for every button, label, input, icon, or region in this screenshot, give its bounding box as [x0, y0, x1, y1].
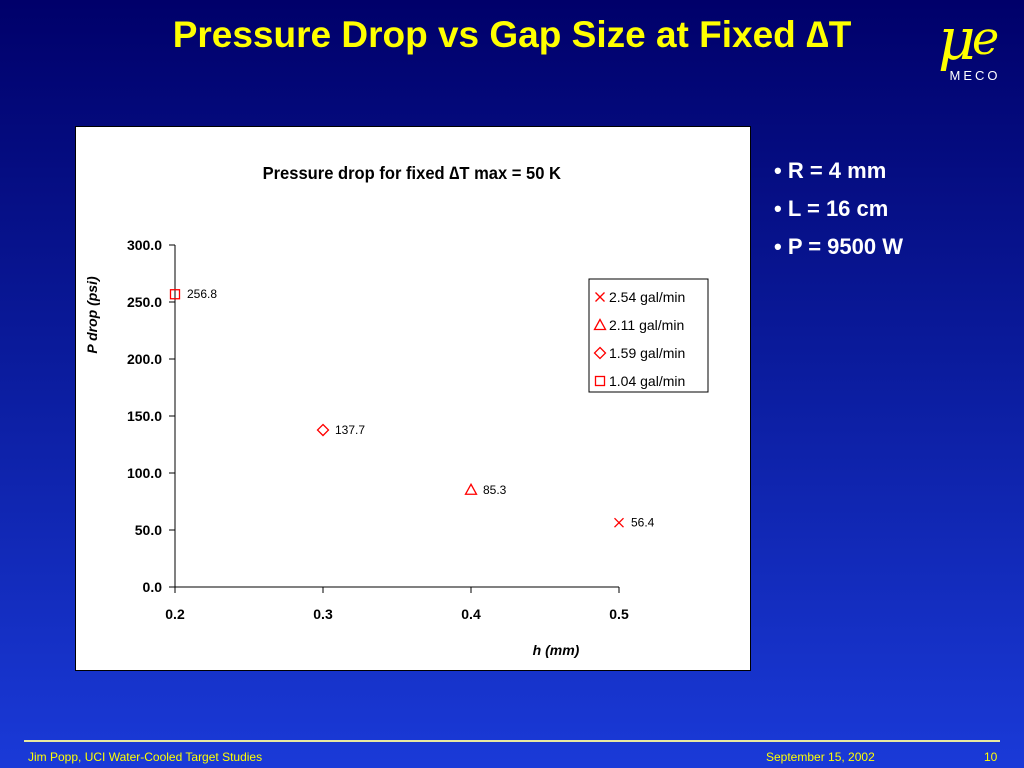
y-tick-label: 150.0 — [127, 408, 162, 424]
y-tick-label: 300.0 — [127, 237, 162, 253]
legend-marker — [594, 375, 606, 387]
x-tick-label: 0.5 — [609, 606, 629, 622]
data-label: 85.3 — [483, 483, 507, 497]
legend-entry: 1.59 gal/min — [609, 345, 685, 361]
data-point — [169, 289, 181, 300]
data-point — [316, 423, 330, 437]
legend-entry: 2.54 gal/min — [609, 289, 685, 305]
y-tick-label: 100.0 — [127, 465, 162, 481]
slide-title: Pressure Drop vs Gap Size at Fixed ∆T — [172, 14, 852, 55]
scatter-chart: Pressure drop for fixed ∆T max = 50 K P … — [84, 162, 709, 658]
footer-author: Jim Popp, UCI Water-Cooled Target Studie… — [28, 750, 263, 764]
bullet-list: R = 4 mm L = 16 cm P = 9500 W — [774, 156, 903, 270]
data-point — [464, 482, 478, 495]
chart-title: Pressure drop for fixed ∆T max = 50 K — [263, 162, 562, 183]
svg-text:μ: μ — [938, 5, 976, 73]
legend-marker — [595, 292, 605, 302]
bullet-item: R = 4 mm — [774, 156, 903, 194]
x-tick-label: 0.4 — [461, 606, 481, 622]
data-label: 137.7 — [335, 423, 365, 437]
svg-text:e: e — [972, 11, 999, 65]
footer-page-number: 10 — [984, 750, 998, 764]
legend-marker — [593, 346, 607, 360]
data-label: 256.8 — [187, 287, 217, 301]
legend-entry: 1.04 gal/min — [609, 373, 685, 389]
data-label: 56.4 — [631, 516, 655, 530]
bullet-item: P = 9500 W — [774, 232, 903, 270]
footer-date: September 15, 2002 — [766, 750, 875, 764]
bullet-item: L = 16 cm — [774, 194, 903, 232]
legend-box — [588, 278, 709, 393]
chart-panel: Pressure drop for fixed ∆T max = 50 K P … — [75, 126, 751, 671]
legend-marker — [593, 318, 607, 331]
logo-text: MECO — [950, 68, 1001, 83]
y-tick-label: 200.0 — [127, 351, 162, 367]
meco-logo: μ e MECO — [938, 5, 1001, 83]
y-axis-label: P drop (psi) — [84, 276, 100, 354]
x-axis-label: h (mm) — [533, 642, 580, 658]
x-tick-label: 0.2 — [165, 606, 185, 622]
data-point — [614, 517, 624, 528]
chart-legend: 2.54 gal/min 2.11 gal/min 1.59 gal/min 1.04… — [588, 278, 709, 393]
legend-entry: 2.11 gal/min — [609, 317, 684, 333]
y-tick-label: 250.0 — [127, 294, 162, 310]
y-tick-label: 0.0 — [143, 579, 163, 595]
y-tick-label: 50.0 — [135, 522, 162, 538]
x-tick-label: 0.3 — [313, 606, 333, 622]
footer-divider — [24, 740, 1000, 742]
